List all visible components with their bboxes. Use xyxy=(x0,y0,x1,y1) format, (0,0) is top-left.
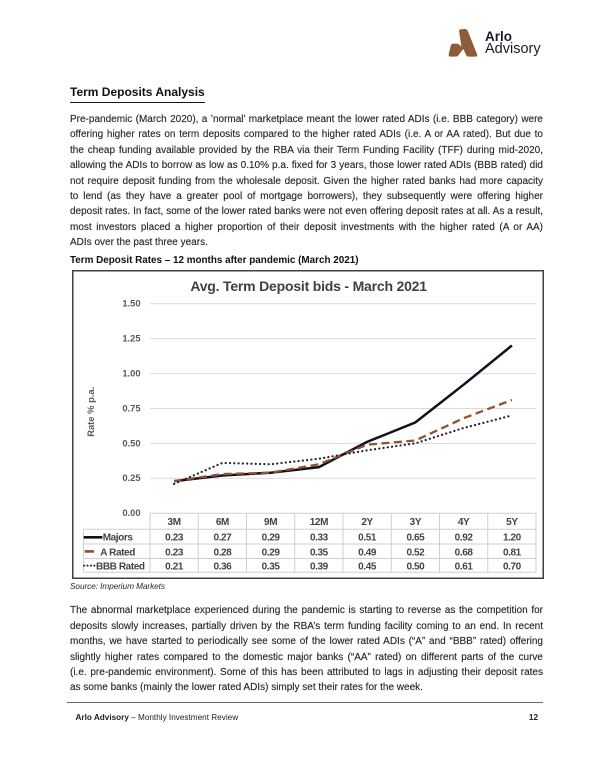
svg-text:0.35: 0.35 xyxy=(310,547,329,558)
svg-text:Avg. Term Deposit bids - March: Avg. Term Deposit bids - March 2021 xyxy=(190,278,427,294)
svg-text:0.36: 0.36 xyxy=(213,561,232,572)
svg-text:0.68: 0.68 xyxy=(455,547,474,558)
svg-text:0.52: 0.52 xyxy=(406,547,425,558)
svg-text:0.51: 0.51 xyxy=(358,533,377,544)
svg-text:0.50: 0.50 xyxy=(406,561,425,572)
svg-text:1.20: 1.20 xyxy=(503,533,522,544)
svg-text:0.23: 0.23 xyxy=(165,533,184,544)
svg-text:12M: 12M xyxy=(310,517,328,528)
svg-text:0.92: 0.92 xyxy=(455,533,474,544)
svg-text:0.45: 0.45 xyxy=(358,561,377,572)
svg-text:0.49: 0.49 xyxy=(358,547,377,558)
svg-text:1.00: 1.00 xyxy=(122,368,140,379)
svg-text:0.28: 0.28 xyxy=(213,547,232,558)
svg-text:5Y: 5Y xyxy=(506,517,518,528)
svg-text:4Y: 4Y xyxy=(458,517,470,528)
svg-text:0.75: 0.75 xyxy=(122,402,140,413)
svg-text:0.27: 0.27 xyxy=(213,533,232,544)
svg-text:3Y: 3Y xyxy=(410,517,422,528)
svg-text:6M: 6M xyxy=(216,517,229,528)
svg-text:0.23: 0.23 xyxy=(165,547,184,558)
svg-text:0.33: 0.33 xyxy=(310,533,329,544)
svg-text:9M: 9M xyxy=(264,517,277,528)
svg-text:0.70: 0.70 xyxy=(503,561,522,572)
svg-text:0.81: 0.81 xyxy=(503,547,522,558)
svg-text:2Y: 2Y xyxy=(361,517,373,528)
svg-text:Majors: Majors xyxy=(103,533,134,544)
svg-text:3M: 3M xyxy=(168,517,181,528)
svg-text:0.39: 0.39 xyxy=(310,561,329,572)
svg-text:0.35: 0.35 xyxy=(262,561,281,572)
svg-text:0.65: 0.65 xyxy=(406,533,425,544)
svg-text:1.50: 1.50 xyxy=(122,298,140,309)
svg-text:0.29: 0.29 xyxy=(262,547,281,558)
svg-text:0.00: 0.00 xyxy=(122,507,140,518)
svg-text:0.50: 0.50 xyxy=(122,437,140,448)
svg-text:0.25: 0.25 xyxy=(122,472,140,483)
svg-text:0.61: 0.61 xyxy=(455,561,474,572)
svg-text:Rate % p.a.: Rate % p.a. xyxy=(85,387,96,437)
svg-text:0.21: 0.21 xyxy=(165,561,184,572)
svg-text:0.29: 0.29 xyxy=(262,533,281,544)
svg-text:A Rated: A Rated xyxy=(100,547,135,558)
svg-text:1.25: 1.25 xyxy=(122,333,140,344)
svg-text:BBB Rated: BBB Rated xyxy=(96,561,145,572)
